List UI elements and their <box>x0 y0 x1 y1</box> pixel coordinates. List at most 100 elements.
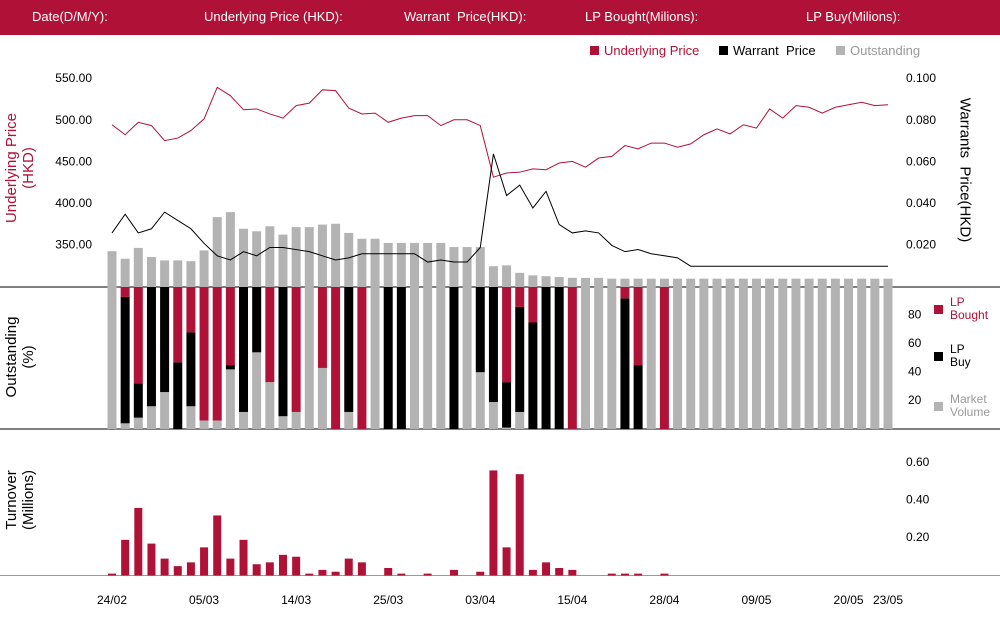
y-tick-label: 550.00 <box>55 71 92 85</box>
stacked-bar-segment <box>804 287 814 429</box>
stacked-bar-segment <box>436 287 446 429</box>
stacked-bar-segment <box>278 287 288 417</box>
outstanding-bar <box>633 278 643 287</box>
stacked-bar-segment <box>791 287 801 429</box>
stacked-bar-segment <box>567 287 577 429</box>
stacked-bar-segment <box>502 427 512 429</box>
outstanding-bar <box>646 278 656 287</box>
stacked-bar-segment <box>738 287 748 429</box>
stacked-bar-segment <box>212 420 222 429</box>
y-tick-label: 0.100 <box>906 71 936 85</box>
stacked-bar-segment <box>252 287 262 353</box>
stacked-bar-segment <box>120 287 130 297</box>
stacked-bar-segment <box>291 287 301 412</box>
stacked-bar-segment <box>225 287 235 366</box>
stacked-bar-segment <box>173 287 183 363</box>
stacked-bar-segment <box>160 392 170 429</box>
outstanding-bar <box>331 223 341 287</box>
outstanding-bar <box>410 242 420 287</box>
legend-label: LP Buy <box>950 342 971 369</box>
outstanding-bar <box>712 278 722 287</box>
stacked-bar-segment <box>686 287 696 429</box>
turnover-bar <box>121 539 130 576</box>
outstanding-bar <box>541 276 551 287</box>
y-axis-title: Turnover (Millions) <box>3 470 37 530</box>
outstanding-bar <box>528 275 538 287</box>
series-line <box>111 86 889 178</box>
legend-label: Warrant Price <box>733 43 816 58</box>
outstanding-bar <box>817 278 827 287</box>
stacked-bar-segment <box>778 287 788 429</box>
stacked-bar-segment <box>462 287 472 429</box>
y-tick-label: 0.020 <box>906 238 936 252</box>
outstanding-bar <box>738 278 748 287</box>
turnover-bar <box>542 562 551 576</box>
turnover-bar <box>213 515 222 576</box>
stacked-bar-segment <box>212 287 222 421</box>
stacked-bar-segment <box>120 423 130 429</box>
stacked-bar-segment <box>199 420 209 429</box>
x-tick-label: 28/04 <box>649 593 679 607</box>
outstanding-bar <box>278 234 288 287</box>
y-tick-label: 500.00 <box>55 113 92 127</box>
stacked-bar-segment <box>765 287 775 429</box>
outstanding-bar <box>751 278 761 287</box>
stacked-bar-segment <box>488 287 498 403</box>
stacked-bar-segment <box>133 417 143 429</box>
stacked-bar-segment <box>817 287 827 429</box>
stacked-bar-segment <box>857 287 867 429</box>
turnover-bar <box>397 573 406 576</box>
turnover-bar <box>239 539 248 576</box>
stacked-bar-segment <box>607 287 617 429</box>
outstanding-bar <box>252 231 262 287</box>
outstanding-bar <box>291 227 301 287</box>
stacked-bar-segment <box>870 287 880 429</box>
stacked-bar-segment <box>751 287 761 429</box>
stacked-bar-segment <box>146 287 156 407</box>
legend-swatch <box>590 46 599 55</box>
legend-swatch <box>934 402 943 411</box>
header-label: Date(D/M/Y): <box>32 9 108 24</box>
outstanding-bar <box>370 238 380 287</box>
outstanding-bar <box>225 212 235 287</box>
x-tick-label: 24/02 <box>97 593 127 607</box>
outstanding-bar <box>765 278 775 287</box>
x-tick-label: 25/03 <box>373 593 403 607</box>
stacked-bar-segment <box>830 287 840 429</box>
turnover-bar <box>555 567 564 576</box>
turnover-bar <box>568 569 577 576</box>
y-tick-label: 20 <box>908 393 922 407</box>
header-label: Warrant Price(HKD): <box>404 9 527 24</box>
x-tick-label: 09/05 <box>741 593 771 607</box>
y-tick-label: 0.080 <box>906 113 936 127</box>
outstanding-bar <box>830 278 840 287</box>
outstanding-bar <box>383 242 393 287</box>
x-tick-label: 15/04 <box>557 593 587 607</box>
stacked-bar-segment <box>107 287 117 429</box>
stacked-bar-segment <box>396 287 406 429</box>
header-label: Underlying Price (HKD): <box>204 9 343 24</box>
stacked-bar-segment <box>186 287 196 333</box>
legend-swatch <box>934 305 943 314</box>
stacked-bar-segment <box>502 382 512 428</box>
stacked-bar-segment <box>186 406 196 429</box>
stacked-bar-segment <box>659 287 669 429</box>
outstanding-bar <box>580 277 590 287</box>
turnover-bar <box>489 470 498 576</box>
stacked-bar-segment <box>133 383 143 418</box>
outstanding-bar <box>304 227 314 287</box>
stacked-bar-segment <box>225 369 235 429</box>
outstanding-bar <box>186 261 196 287</box>
outstanding-bar <box>844 278 854 287</box>
y-tick-label: 0.40 <box>906 493 930 507</box>
turnover-bar <box>160 558 169 576</box>
outstanding-bar <box>857 278 867 287</box>
outstanding-bar <box>883 278 893 287</box>
outstanding-bar <box>423 242 433 287</box>
outstanding-bar <box>265 226 275 287</box>
turnover-bar <box>331 571 340 576</box>
outstanding-bar <box>173 260 183 287</box>
turnover-bar <box>108 573 116 576</box>
stacked-bar-segment <box>304 287 314 429</box>
stacked-bar-segment <box>173 362 183 429</box>
